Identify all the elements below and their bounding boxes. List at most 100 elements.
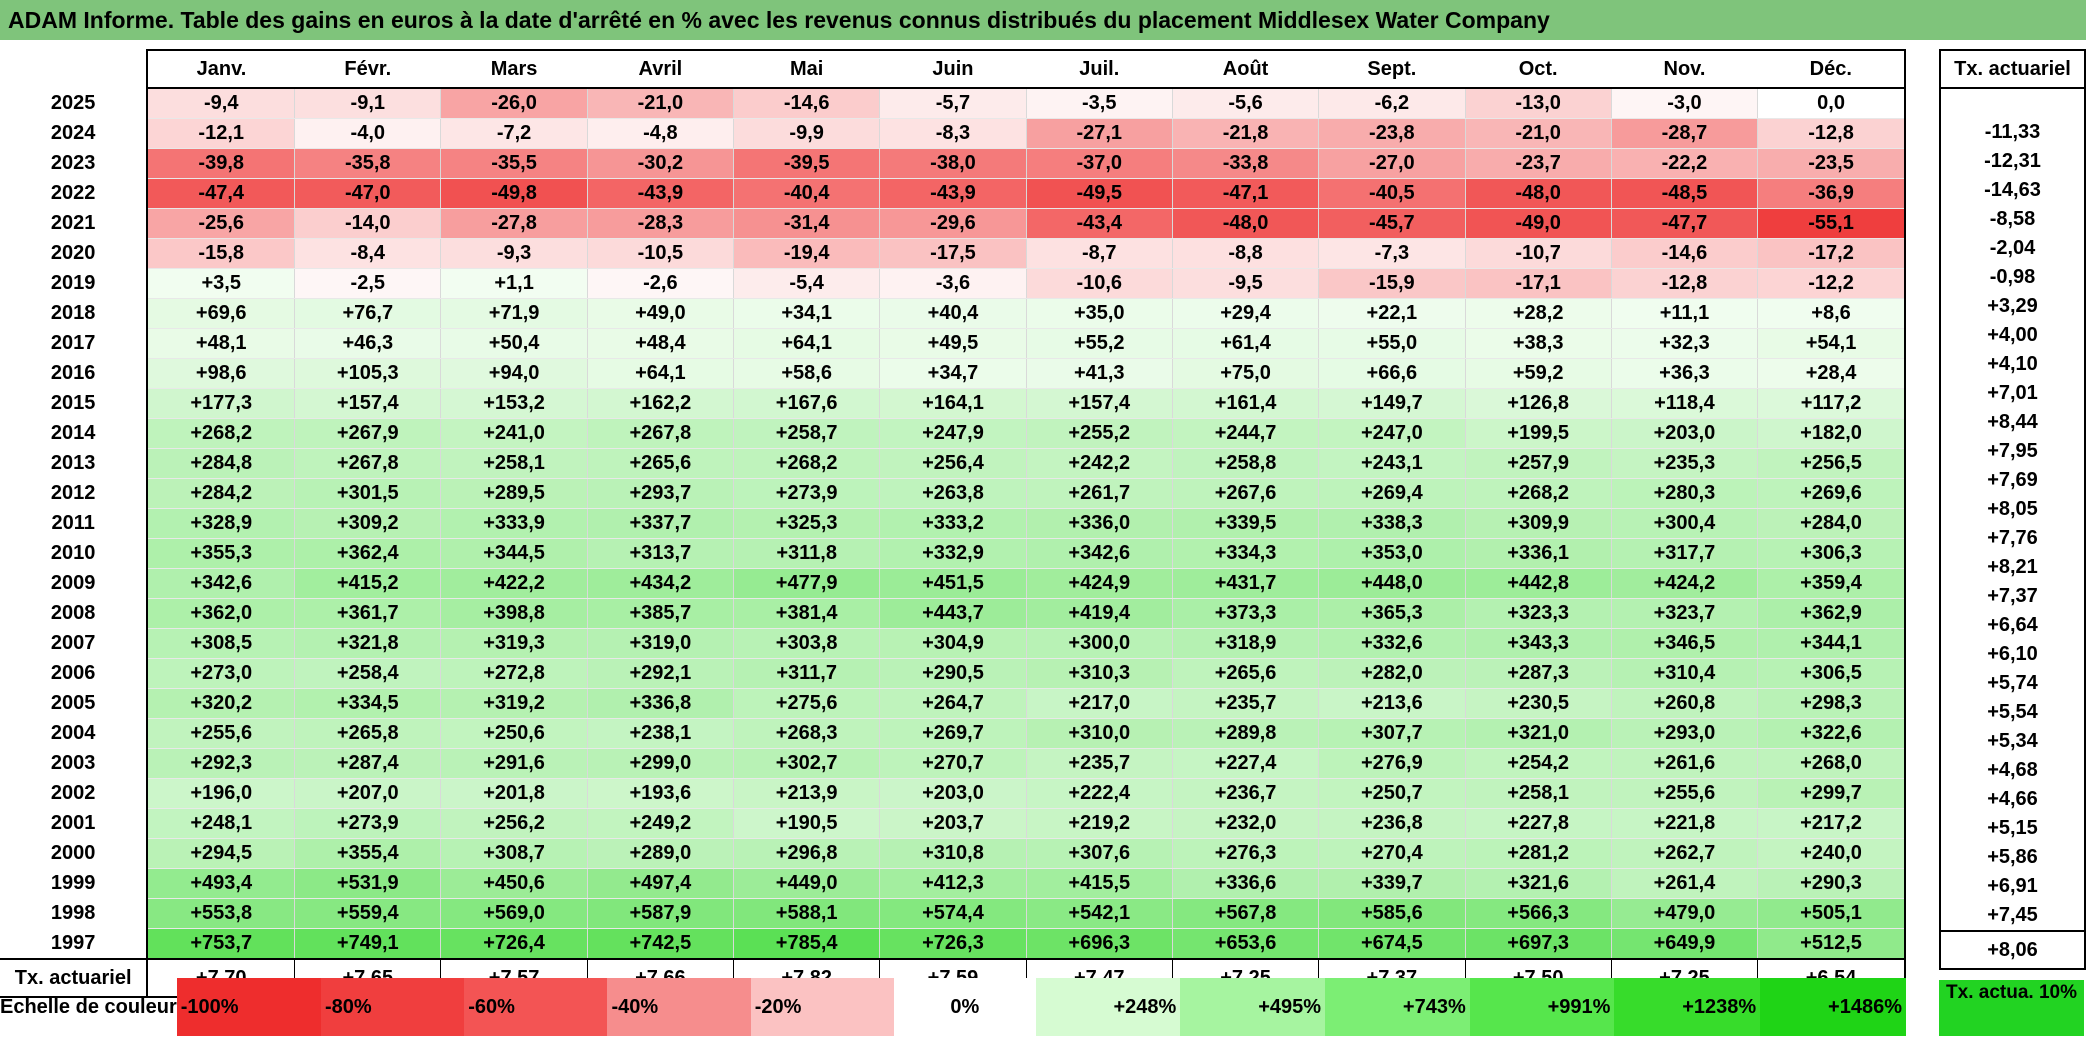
gain-cell: -17,2 <box>1757 238 1907 269</box>
gain-cell: +569,0 <box>440 898 588 929</box>
gain-cell: +422,2 <box>440 568 588 599</box>
year-label: 2012 <box>50 482 96 504</box>
table-row: 2005 +320,2 +334,5 +319,2 +336,8 +275,6 +264,7… <box>0 688 1907 719</box>
rate-cell: +8,21 <box>1939 553 2086 582</box>
gain-cell: +236,7 <box>1172 778 1320 809</box>
table-row: 2014 +268,2 +267,9 +241,0 +267,8 +258,7 +247,9… <box>0 418 1907 449</box>
gain-cell: -2,5 <box>294 268 442 299</box>
gain-cell: -9,5 <box>1172 268 1320 299</box>
gain-cell: +255,2 <box>1026 418 1173 449</box>
year-label: 1999 <box>50 872 96 894</box>
gain-cell: +749,1 <box>294 928 442 960</box>
gain-cell: +531,9 <box>294 868 442 899</box>
gain-cell: +325,3 <box>733 508 881 539</box>
gain-cell: +258,8 <box>1172 448 1320 479</box>
gain-cell: +299,7 <box>1757 778 1907 809</box>
gain-cell: +157,4 <box>1026 388 1173 419</box>
gain-cell: +232,0 <box>1172 808 1320 839</box>
gain-cell: +260,8 <box>1611 688 1759 719</box>
gain-cell: -43,9 <box>879 178 1027 209</box>
gain-cell: +242,2 <box>1026 448 1173 479</box>
gain-cell: +236,8 <box>1318 808 1466 839</box>
gain-cell: +267,8 <box>294 448 442 479</box>
gain-cell: +1,1 <box>440 268 588 299</box>
gain-cell: +117,2 <box>1757 388 1907 419</box>
gain-cell: +310,4 <box>1611 658 1759 689</box>
gain-cell: +203,0 <box>1611 418 1759 449</box>
gain-cell: +275,6 <box>733 688 881 719</box>
color-scale-swatch: +743% <box>1325 978 1470 1036</box>
gain-cell: +339,5 <box>1172 508 1320 539</box>
rate-cell: -8,58 <box>1939 205 2086 234</box>
gain-cell: +49,0 <box>587 298 735 329</box>
year-label: 2003 <box>50 752 96 774</box>
gain-cell: +443,7 <box>879 598 1027 629</box>
gain-cell: +55,2 <box>1026 328 1173 359</box>
color-scale-swatch: -100% <box>176 978 321 1036</box>
gain-cell: +424,9 <box>1026 568 1173 599</box>
gain-cell: -10,7 <box>1465 238 1612 269</box>
table-row: 2004 +255,6 +265,8 +250,6 +238,1 +268,3 +269,7… <box>0 718 1907 749</box>
gain-cell: -21,8 <box>1172 118 1320 149</box>
rate-cell: +8,44 <box>1939 408 2086 437</box>
gain-cell: +344,5 <box>440 538 588 569</box>
year-label: 2000 <box>50 842 96 864</box>
gain-cell: +336,6 <box>1172 868 1320 899</box>
gain-cell: +71,9 <box>440 298 588 329</box>
gain-cell: +319,3 <box>440 628 588 659</box>
gain-cell: +256,5 <box>1757 448 1907 479</box>
gain-cell: -14,6 <box>733 88 881 119</box>
gain-cell: -48,0 <box>1465 178 1612 209</box>
gain-cell: +157,4 <box>294 388 442 419</box>
gain-cell: +48,1 <box>146 328 296 359</box>
gain-cell: +299,0 <box>587 748 735 779</box>
table-row: 2022 -47,4 -47,0 -49,8 -43,9 -40,4 -43,9 -49,5-… <box>0 178 1907 209</box>
table-row: 2009 +342,6 +415,2 +422,2 +434,2 +477,9 +451,5… <box>0 568 1907 599</box>
gain-cell: +265,8 <box>294 718 442 749</box>
gain-cell: +264,7 <box>879 688 1027 719</box>
gain-cell: +302,7 <box>733 748 881 779</box>
gain-cell: +587,9 <box>587 898 735 929</box>
color-scale-swatch: -20% <box>750 978 894 1036</box>
year-label: 2010 <box>50 542 96 564</box>
year-label: 2024 <box>50 122 96 144</box>
gain-cell: +284,2 <box>146 478 296 509</box>
color-scale-swatch: 0% <box>893 978 1036 1036</box>
gain-cell: +415,5 <box>1026 868 1173 899</box>
month-header: Févr. <box>294 49 441 89</box>
gain-cell: +310,8 <box>879 838 1027 869</box>
gain-cell: +222,4 <box>1026 778 1173 809</box>
month-header: Août <box>1172 49 1319 89</box>
rate-cell: -2,04 <box>1939 234 2086 263</box>
year-label: 2006 <box>50 662 96 684</box>
gain-cell: +365,3 <box>1318 598 1466 629</box>
rate-cell: +7,69 <box>1939 466 2086 495</box>
gain-cell: +333,2 <box>879 508 1027 539</box>
gain-cell: -8,4 <box>294 238 442 269</box>
year-label: 2022 <box>50 182 96 204</box>
gain-cell: +66,6 <box>1318 358 1466 389</box>
gain-cell: +46,3 <box>294 328 442 359</box>
gain-cell: +50,4 <box>440 328 588 359</box>
gain-cell: -36,9 <box>1757 178 1907 209</box>
rate-cell: +8,05 <box>1939 495 2086 524</box>
table-row: 2018 +69,6 +76,7 +71,9 +49,0 +34,1 +40,4 +35,0 +… <box>0 298 1907 329</box>
gain-cell: +742,5 <box>587 928 735 960</box>
gain-cell: +785,4 <box>733 928 881 960</box>
overall-rate-cell: +8,06 <box>1939 930 2086 970</box>
rate-cell: +5,86 <box>1939 843 2086 872</box>
gain-cell: -6,2 <box>1318 88 1466 119</box>
rate-cell: +5,15 <box>1939 814 2086 843</box>
gain-cell: +296,8 <box>733 838 881 869</box>
gain-cell: +385,7 <box>587 598 735 629</box>
gain-cell: +398,8 <box>440 598 588 629</box>
gain-cell: +287,3 <box>1465 658 1612 689</box>
year-label: 2011 <box>51 512 95 534</box>
gain-cell: -12,1 <box>146 118 296 149</box>
year-label: 2014 <box>50 422 96 444</box>
gain-cell: +161,4 <box>1172 388 1320 419</box>
gain-cell: +94,0 <box>440 358 588 389</box>
gain-cell: +217,2 <box>1757 808 1907 839</box>
color-scale-swatch: -80% <box>320 978 465 1036</box>
gain-cell: +431,7 <box>1172 568 1320 599</box>
